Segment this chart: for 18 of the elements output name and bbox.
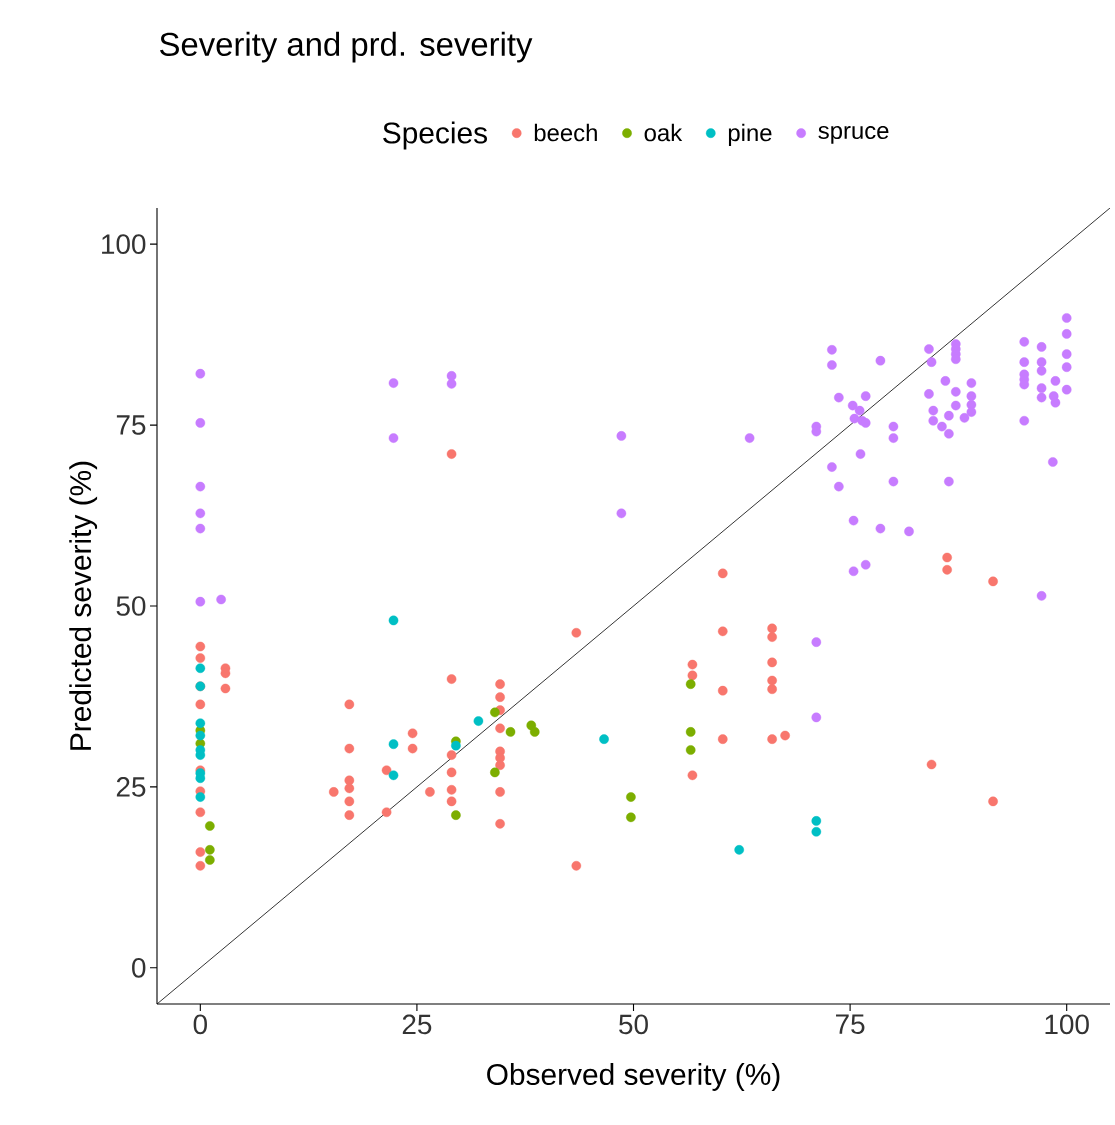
legend-title: Species (383, 121, 487, 150)
x-tick-label: 100 (1045, 1014, 1089, 1035)
legend-label: spruce (818, 126, 889, 144)
x-tick-label: 0 (193, 1014, 207, 1035)
chart-title: Severity and prd. severity (160, 31, 533, 63)
x-axis-title: Observed severity (%) (487, 1063, 780, 1091)
x-tick-label: 50 (619, 1014, 648, 1035)
y-tick-label: 0 (132, 957, 146, 978)
legend-label: pine (728, 123, 772, 147)
y-tick-label: 50 (116, 596, 146, 616)
y-axis-title: Predicted severity (%) (69, 461, 98, 750)
y-tick-label: 75 (116, 415, 146, 435)
legend-label: beech (534, 123, 597, 142)
x-tick-label: 25 (402, 1014, 432, 1035)
y-tick-label: 100 (102, 234, 146, 255)
y-tick-label: 25 (116, 777, 146, 797)
legend-label: oak (644, 123, 683, 142)
x-tick-label: 75 (836, 1014, 865, 1034)
